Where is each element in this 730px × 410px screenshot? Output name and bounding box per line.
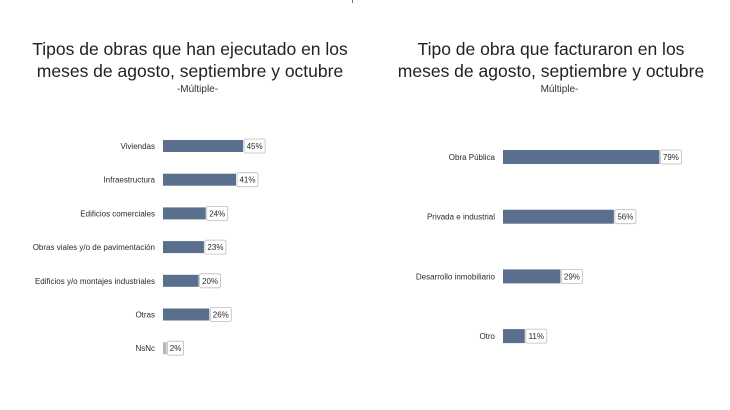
value-label: 20% bbox=[202, 277, 218, 286]
value-label-box bbox=[614, 209, 637, 225]
value-label-box bbox=[561, 268, 583, 284]
category-label: Desarrollo inmobiliario bbox=[416, 272, 496, 281]
category-label: Edificios y/o montajes industriales bbox=[35, 277, 155, 286]
bar bbox=[163, 274, 199, 287]
bar-chart-obras-ejecutadas: Viviendas 45% Infraestructura 41% Edificios … bbox=[33, 138, 266, 356]
category-label: Otro bbox=[479, 332, 495, 341]
chart-subtitle: -Múltiple- bbox=[176, 84, 219, 95]
value-label: 11% bbox=[529, 332, 544, 341]
value-label-box bbox=[209, 307, 232, 322]
value-label: 24% bbox=[209, 209, 225, 218]
bar bbox=[163, 207, 206, 220]
top-edge-mark bbox=[352, 0, 353, 3]
chart-title-line-2: meses de agosto, septiembre y octubre bbox=[36, 61, 344, 81]
value-label-box bbox=[206, 205, 229, 221]
bar bbox=[163, 241, 204, 254]
bar bbox=[503, 209, 614, 224]
chart-subtitle: Múltiple- bbox=[540, 84, 579, 95]
category-label: Obra Pública bbox=[449, 153, 496, 162]
category-label: Otras bbox=[135, 311, 155, 320]
bar bbox=[163, 342, 167, 355]
chart-panel-obras-facturadas: Tipo de obra que facturaron en los meses… bbox=[372, 0, 730, 410]
value-label: 45% bbox=[247, 142, 263, 151]
stray-dash-mark: - bbox=[700, 72, 703, 82]
value-label-box bbox=[236, 172, 259, 188]
value-label: 79% bbox=[663, 153, 679, 162]
category-label: NsNc bbox=[135, 344, 155, 353]
value-label-box bbox=[525, 328, 548, 344]
value-label: 56% bbox=[617, 213, 633, 222]
category-label: Obras viales y/o de pavimentación bbox=[33, 243, 155, 252]
value-label: 26% bbox=[213, 311, 229, 320]
bar bbox=[503, 269, 561, 284]
bar bbox=[503, 150, 660, 164]
chart-title: Tipo de obra que facturaron en los meses… bbox=[372, 38, 730, 82]
category-label: Infraestructura bbox=[103, 176, 155, 185]
value-label: 29% bbox=[564, 272, 580, 281]
value-label: 41% bbox=[239, 176, 255, 185]
bar bbox=[163, 173, 236, 186]
chart-panel-obras-ejecutadas: Tipos de obras que han ejecutado en los … bbox=[32, 39, 348, 356]
value-label-box bbox=[243, 138, 266, 154]
value-label-box bbox=[204, 239, 227, 255]
bar bbox=[163, 308, 210, 321]
chart-title-line-2: meses de agosto, septiembre y octubre bbox=[397, 61, 705, 81]
chart-title-line-1: Tipos de obras que han ejecutado en los bbox=[32, 39, 348, 59]
category-label: Viviendas bbox=[120, 142, 155, 151]
bar bbox=[503, 329, 525, 344]
value-label-box bbox=[660, 149, 682, 165]
bar bbox=[163, 140, 244, 152]
chart-title-line-1: Tipo de obra que facturaron en los bbox=[417, 39, 685, 59]
chart-title: Tipos de obras que han ejecutado en los … bbox=[0, 38, 380, 82]
value-label-box bbox=[199, 273, 222, 289]
value-label: 2% bbox=[170, 344, 182, 353]
category-label: Edificios comerciales bbox=[80, 209, 155, 218]
value-label-box bbox=[167, 340, 184, 356]
category-label: Privada e industrial bbox=[427, 213, 495, 222]
value-label: 23% bbox=[207, 243, 223, 252]
bar-chart-obras-facturadas: Obra Pública 79% Privada e industrial 56% De… bbox=[416, 149, 682, 344]
